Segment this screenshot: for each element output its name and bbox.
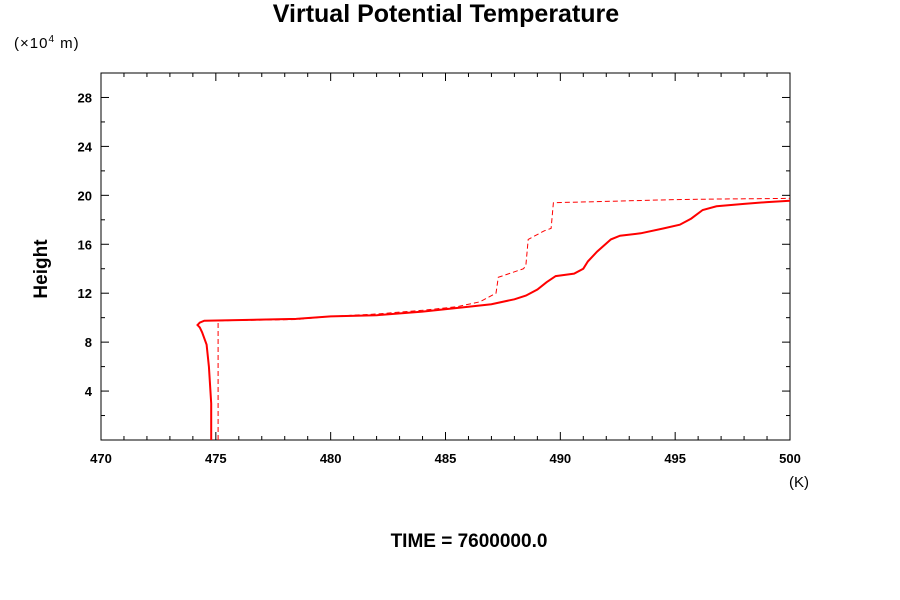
y-tick-label: 28 (78, 90, 92, 105)
y-tick-label: 24 (78, 139, 93, 154)
y-axis-unit: (×104 m) (14, 34, 80, 52)
time-label: TIME = 7600000.0 (390, 531, 548, 552)
chart-title: Virtual Potential Temperature (272, 0, 620, 28)
series-dashed-line (217, 197, 791, 440)
x-tick-label: 500 (779, 451, 801, 466)
x-tick-label: 495 (664, 451, 686, 466)
x-axis-unit: (K) (789, 474, 809, 491)
series-solid-line (196, 199, 791, 440)
x-tick-label: 490 (549, 451, 571, 466)
y-tick-label: 8 (85, 335, 92, 350)
y-tick-label: 16 (78, 237, 92, 252)
y-tick-label: 4 (85, 384, 93, 399)
y-unit-suffix: m) (55, 35, 80, 52)
x-tick-label: 475 (205, 451, 227, 466)
plot-frame (100, 72, 791, 441)
x-tick-label: 480 (320, 451, 342, 466)
y-tick-label: 20 (78, 188, 92, 203)
y-unit-prefix: (×10 (14, 35, 49, 52)
x-tick-label: 485 (435, 451, 457, 466)
y-unit-exponent: 4 (48, 34, 56, 45)
y-tick-label: 12 (78, 286, 92, 301)
x-tick-label: 470 (90, 451, 112, 466)
